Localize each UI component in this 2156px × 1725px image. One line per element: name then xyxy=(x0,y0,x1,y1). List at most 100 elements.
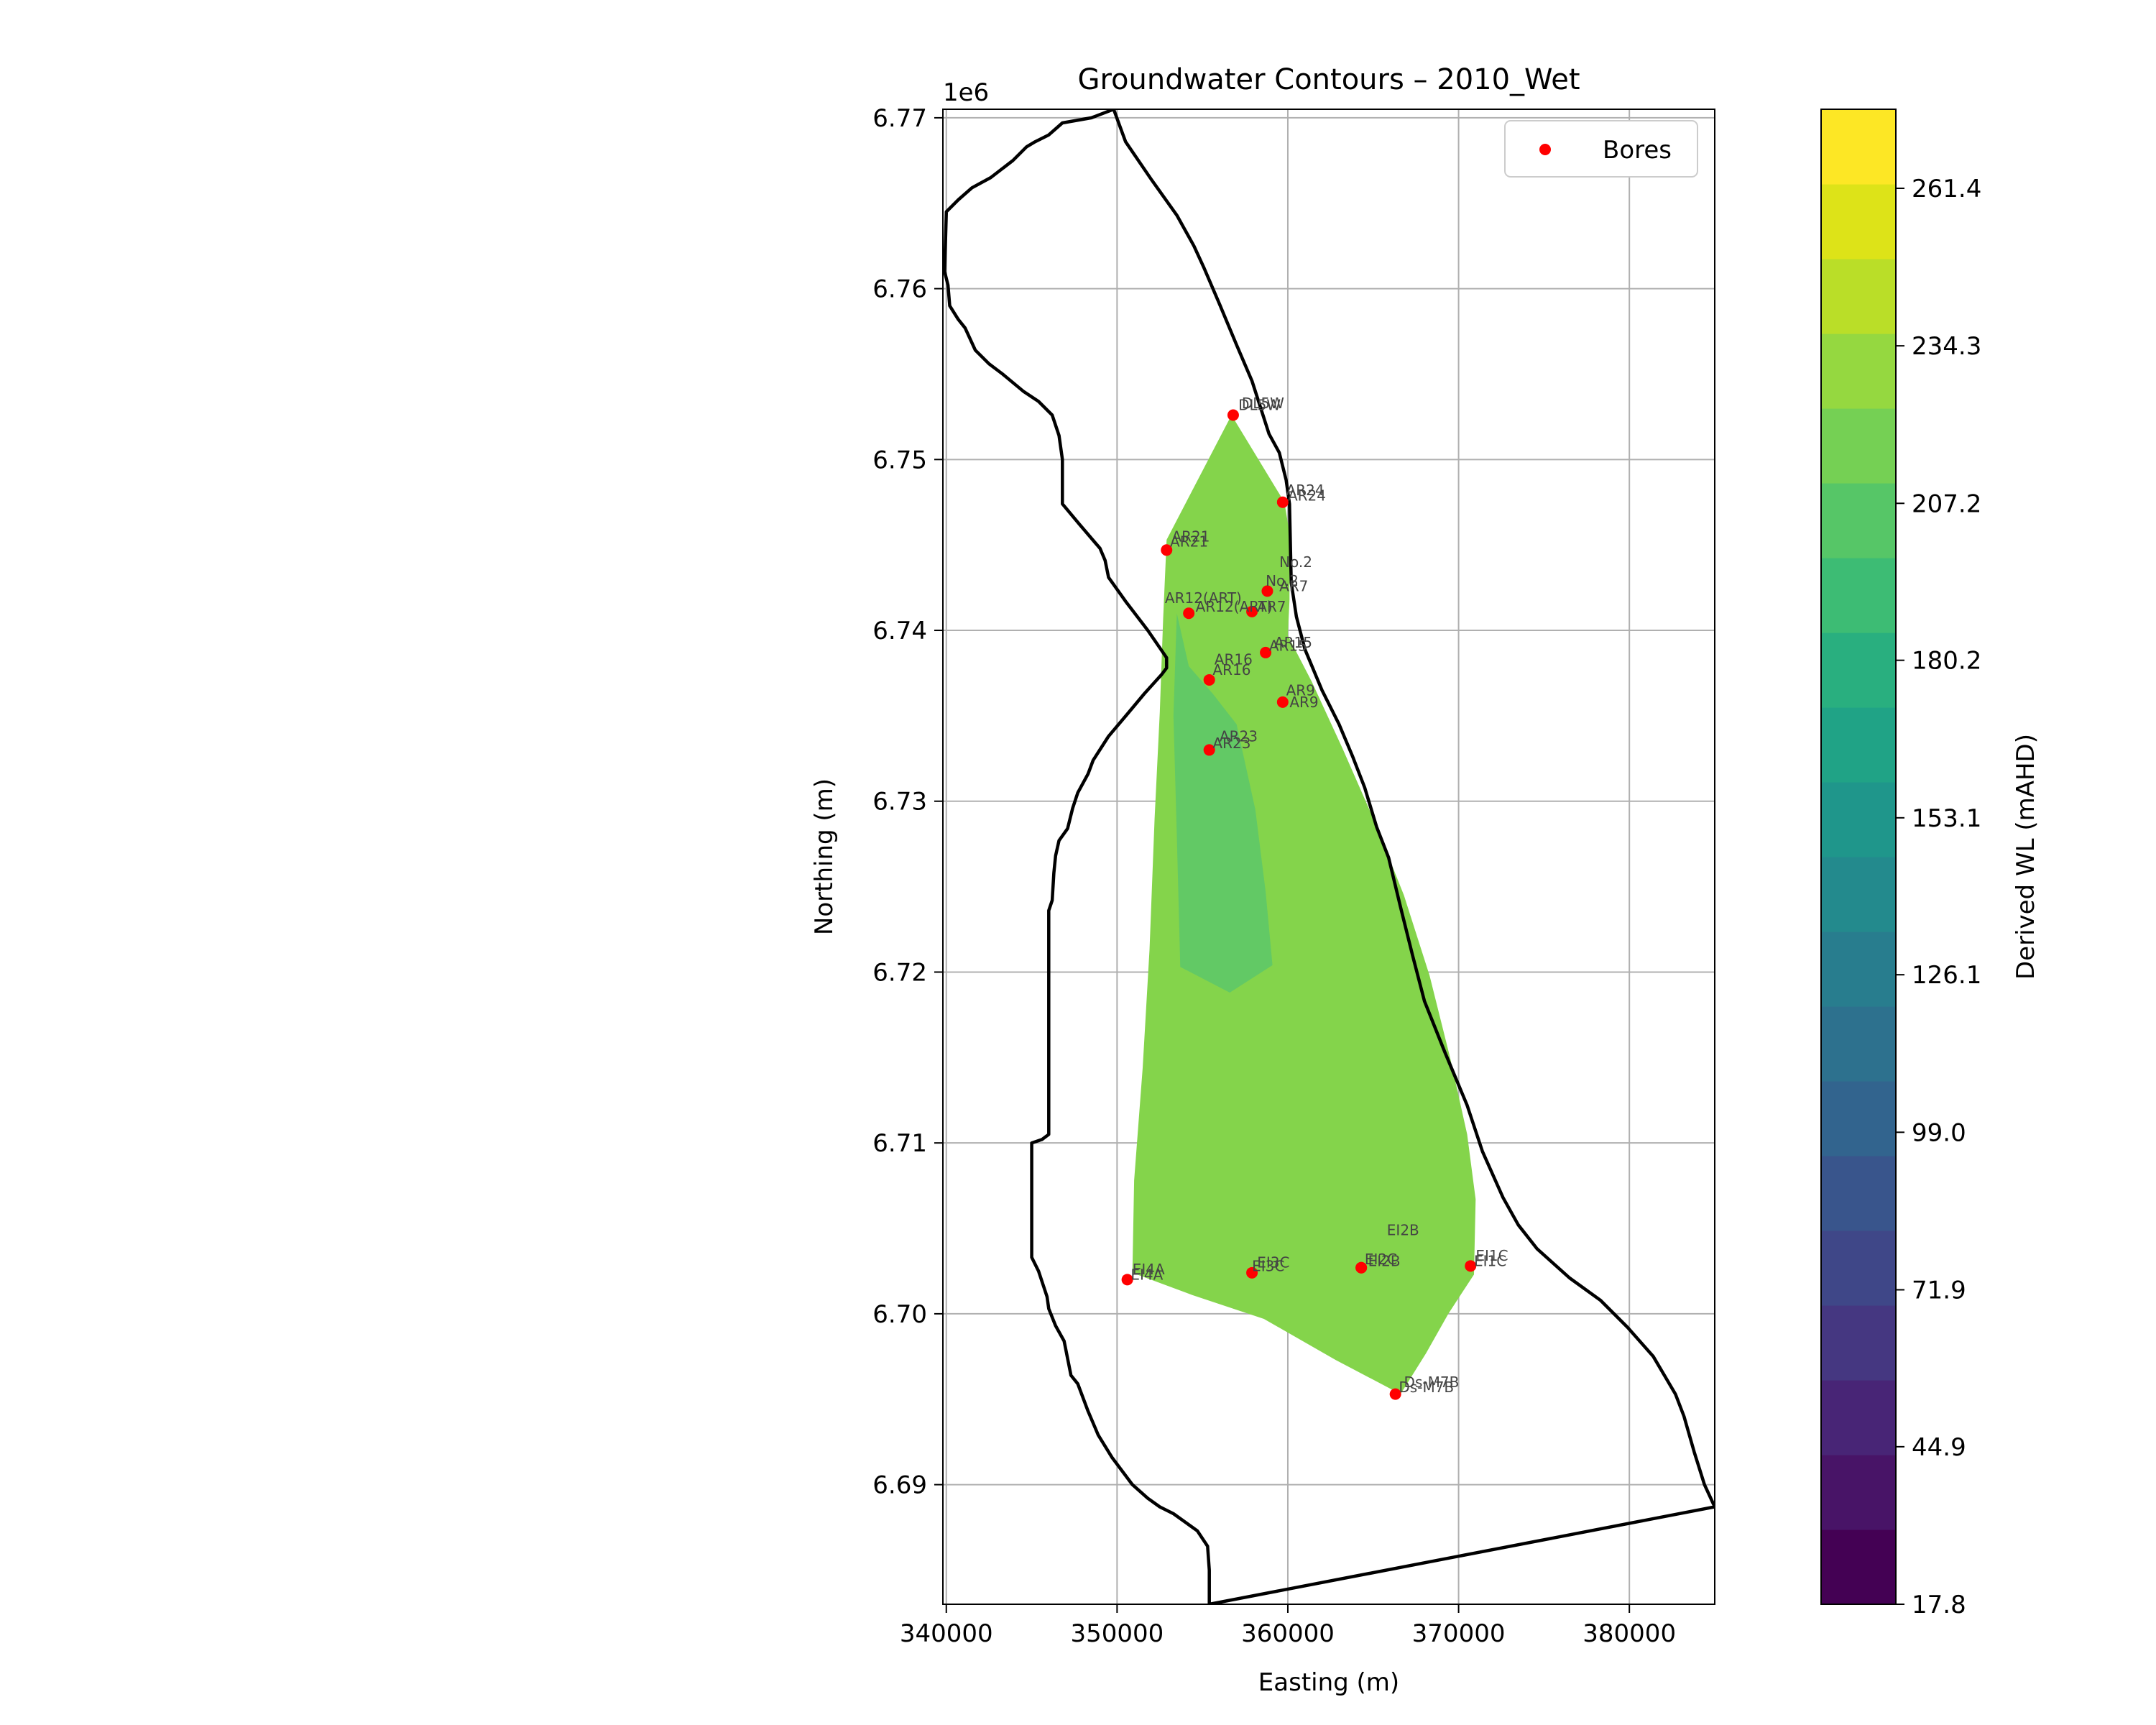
contour-fill xyxy=(1132,415,1476,1394)
bore-label: AR23 xyxy=(1220,728,1258,745)
bore-label: DL5W xyxy=(1242,395,1284,412)
bore-labels: DL5WDL5WAR24AR24AR21AR21No.2No.2AR7AR12(… xyxy=(1130,395,1508,1396)
colorbar-frame xyxy=(1820,109,1897,1605)
colorbar-tick-label: 99.0 xyxy=(1912,1118,1966,1147)
x-tick-label: 360000 xyxy=(1241,1619,1335,1648)
bore-label: AR7 xyxy=(1279,577,1308,594)
colorbar-tick-label: 180.2 xyxy=(1912,647,1981,676)
colorbar-bands xyxy=(1821,109,1896,1605)
y-tick-label: 6.72 xyxy=(872,958,927,987)
bore-marker xyxy=(1276,696,1289,708)
bore-marker xyxy=(1465,1260,1477,1272)
colorbar-band xyxy=(1821,109,1896,185)
grid-lines xyxy=(943,109,1715,1604)
x-tick-label: 380000 xyxy=(1583,1619,1676,1648)
plot-frame xyxy=(942,109,1715,1605)
bore-marker xyxy=(1203,744,1215,756)
legend-bore-marker xyxy=(1539,144,1551,155)
legend-bores-label: Bores xyxy=(1603,136,1672,165)
colorbar-tick-label: 71.9 xyxy=(1912,1276,1966,1305)
colorbar-band xyxy=(1821,1230,1896,1306)
colorbar-band xyxy=(1821,1006,1896,1082)
chart-title: Groundwater Contours – 2010_Wet xyxy=(1077,63,1580,96)
x-tick-label: 370000 xyxy=(1412,1619,1506,1648)
catchment-boundary xyxy=(943,109,1715,1604)
colorbar-band xyxy=(1821,1530,1896,1605)
bore-marker xyxy=(1161,544,1173,556)
bore-marker xyxy=(1183,607,1195,620)
bore-label: AR9 xyxy=(1289,694,1318,711)
y-tick-label: 6.76 xyxy=(872,275,927,304)
bore-marker xyxy=(1276,496,1289,508)
bore-label: No.2 xyxy=(1279,553,1312,571)
bore-label: EI3C xyxy=(1257,1254,1289,1271)
plot-area: DL5WDL5WAR24AR24AR21AR21No.2No.2AR7AR12(… xyxy=(942,109,1715,1605)
bore-label: No.2 xyxy=(1266,572,1299,589)
colorbar-band xyxy=(1821,408,1896,484)
colorbar-band xyxy=(1821,184,1896,259)
y-tick-label: 6.77 xyxy=(872,104,927,133)
bore-label: AR24 xyxy=(1288,487,1326,504)
bore-marker xyxy=(1355,1261,1368,1274)
contour-region xyxy=(1132,415,1476,1394)
bore-label: EI2B xyxy=(1368,1252,1401,1269)
y-tick-label: 6.75 xyxy=(872,446,927,474)
colorbar-tick-label: 234.3 xyxy=(1912,332,1981,361)
colorbar-band xyxy=(1821,259,1896,334)
colorbar: 17.8 44.9 71.9 99.0 126.1 153.1 180.2 207.2 234.… xyxy=(1820,109,2040,1619)
y-tick-label: 6.70 xyxy=(872,1300,927,1329)
bore-marker xyxy=(1260,646,1272,658)
bore-label: AR16 xyxy=(1215,651,1253,668)
bore-label: AR15 xyxy=(1269,638,1307,655)
x-axis-ticks: 340000 350000 360000 370000 380000 xyxy=(900,1604,1676,1648)
colorbar-band xyxy=(1821,334,1896,409)
colorbar-band xyxy=(1821,782,1896,857)
colorbar-tick-label: 126.1 xyxy=(1912,961,1981,990)
colorbar-ticks: 17.8 44.9 71.9 99.0 126.1 153.1 180.2 207.2 234.… xyxy=(1896,175,1981,1619)
bore-marker xyxy=(1246,1266,1258,1279)
colorbar-band xyxy=(1821,558,1896,633)
bore-label: Ds-M7B xyxy=(1404,1374,1460,1391)
x-tick-label: 350000 xyxy=(1070,1619,1164,1648)
colorbar-band xyxy=(1821,857,1896,932)
bore-label: AR24 xyxy=(1286,482,1325,499)
colorbar-tick-label: 17.8 xyxy=(1912,1591,1966,1619)
x-axis-label: Easting (m) xyxy=(1258,1668,1399,1697)
bore-label: EI3C xyxy=(1252,1257,1284,1274)
boundary-line xyxy=(943,109,1715,1604)
bore-label: AR12(ART) xyxy=(1196,598,1273,615)
y-tick-label: 6.71 xyxy=(872,1129,927,1158)
bore-label: AR16 xyxy=(1212,661,1250,678)
bore-label: AR21 xyxy=(1170,533,1208,551)
colorbar-band xyxy=(1821,483,1896,558)
bore-label: AR15 xyxy=(1274,634,1312,651)
colorbar-band xyxy=(1821,1156,1896,1231)
y-axis-ticks: 6.69 6.70 6.71 6.72 6.73 6.74 6.75 6.76 6.77 xyxy=(872,104,943,1500)
colorbar-band xyxy=(1821,1305,1896,1381)
bore-label: EI1C xyxy=(1475,1247,1508,1264)
x-tick-label: 340000 xyxy=(900,1619,993,1648)
bore-marker xyxy=(1203,673,1215,686)
colorbar-tick-label: 153.1 xyxy=(1912,804,1981,833)
bore-label: EI4A xyxy=(1133,1261,1165,1278)
bore-label: EI2C xyxy=(1365,1251,1397,1268)
colorbar-band xyxy=(1821,1081,1896,1156)
colorbar-band xyxy=(1821,1455,1896,1530)
bore-label: AR23 xyxy=(1212,735,1250,752)
colorbar-band xyxy=(1821,632,1896,708)
bore-label: AR9 xyxy=(1286,681,1315,699)
bore-label: AR12(ART) xyxy=(1165,589,1242,607)
bore-markers xyxy=(1121,409,1477,1400)
y-tick-label: 6.73 xyxy=(872,788,927,816)
bore-label: Ds-M7B xyxy=(1399,1379,1454,1396)
y-tick-label: 6.69 xyxy=(872,1471,927,1500)
legend: Bores xyxy=(1504,120,1698,178)
legend-box xyxy=(1504,120,1698,178)
bore-label: AR21 xyxy=(1171,528,1210,545)
bore-marker xyxy=(1389,1388,1401,1400)
y-tick-label: 6.74 xyxy=(872,617,927,645)
bore-marker xyxy=(1227,409,1239,421)
bore-label: EI4A xyxy=(1130,1266,1163,1283)
colorbar-tick-label: 261.4 xyxy=(1912,175,1981,203)
